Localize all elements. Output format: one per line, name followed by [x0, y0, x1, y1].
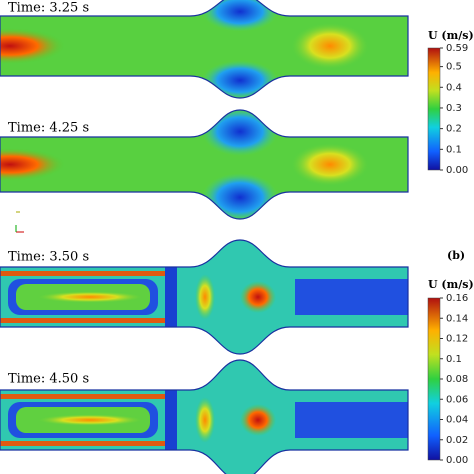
- mid: [290, 142, 370, 187]
- tick-label: 0.00: [446, 165, 468, 176]
- tick-label: 0.08: [446, 374, 468, 385]
- axes-icon: [15, 211, 24, 233]
- core: [0, 148, 65, 181]
- tick-label: 0.2: [446, 124, 462, 135]
- tick-label: 0.5: [446, 62, 462, 73]
- core: [195, 397, 215, 443]
- time-label: Time: 4.50 s: [8, 372, 89, 387]
- time-label: Time: 3.50 s: [8, 250, 89, 265]
- tick-label: 0.1: [446, 144, 462, 155]
- time-label: Time: 3.25 s: [8, 1, 89, 16]
- tick-label: 0.16: [446, 293, 468, 304]
- wall: [0, 441, 175, 446]
- labels: Time: 3.25 s Time: 4.25 s Time: 3.50 s Time…: [8, 1, 89, 387]
- wall: [0, 394, 175, 399]
- core: [240, 281, 276, 313]
- outline: [0, 359, 409, 474]
- tick-label: 0.4: [446, 82, 462, 93]
- time-label: Time: 4.25 s: [8, 121, 89, 136]
- tick-label: 0.14: [446, 313, 468, 324]
- tick-label: 0.04: [446, 415, 468, 426]
- low: [202, 173, 278, 219]
- tick-label: 0.02: [446, 435, 468, 446]
- panel-label: (b): [447, 249, 465, 262]
- wall: [0, 271, 175, 276]
- tick-label: 0.59: [446, 43, 468, 54]
- colorbar-title: U (m/s): [428, 278, 474, 291]
- tick-label: 0.06: [446, 394, 468, 405]
- tick-label: 0.00: [446, 455, 468, 466]
- core: [195, 274, 215, 320]
- contour-plots: [0, 0, 409, 474]
- core: [0, 28, 65, 64]
- wall: [0, 318, 175, 323]
- core: [35, 291, 145, 303]
- tick-label: 0.3: [446, 103, 462, 114]
- tick-label: 0.1: [446, 354, 462, 365]
- colorbar: [427, 47, 441, 171]
- colorbar: [427, 297, 441, 461]
- outline: [0, 0, 409, 99]
- band: [165, 390, 177, 450]
- outline: [0, 109, 409, 220]
- low: [202, 60, 278, 98]
- colorbar-title: U (m/s): [428, 29, 474, 42]
- core: [35, 414, 145, 426]
- core: [240, 404, 276, 436]
- outline: [0, 239, 409, 355]
- band: [165, 267, 177, 327]
- mid: [290, 22, 370, 70]
- low: [295, 402, 408, 438]
- low: [202, 110, 278, 156]
- low: [295, 279, 408, 315]
- tick-label: 0.12: [446, 334, 468, 345]
